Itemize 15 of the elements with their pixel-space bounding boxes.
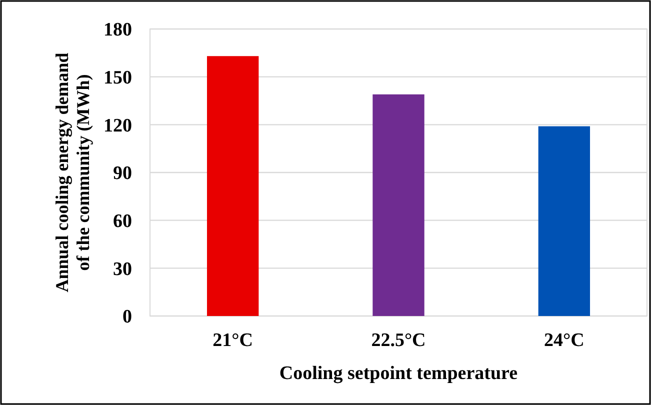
y-tick-label: 30 (113, 258, 132, 280)
y-tick-label: 120 (104, 115, 132, 136)
bar (206, 56, 259, 316)
x-tick-label: 22.5°C (371, 330, 426, 351)
x-axis-title: Cooling setpoint temperature (279, 363, 518, 384)
y-tick-label: 90 (113, 163, 132, 184)
x-tick-label: 24°C (544, 330, 584, 351)
bar (538, 126, 590, 316)
y-axis-title: Annual cooling energy demand of the community (MWh) (52, 52, 93, 292)
y-tick-label: 180 (104, 20, 132, 41)
y-tick-label: 60 (113, 210, 132, 232)
x-tick-label: 21°C (212, 330, 253, 351)
y-tick-label: 150 (104, 67, 132, 88)
y-tick-label: 0 (122, 306, 132, 328)
bar (372, 94, 424, 316)
